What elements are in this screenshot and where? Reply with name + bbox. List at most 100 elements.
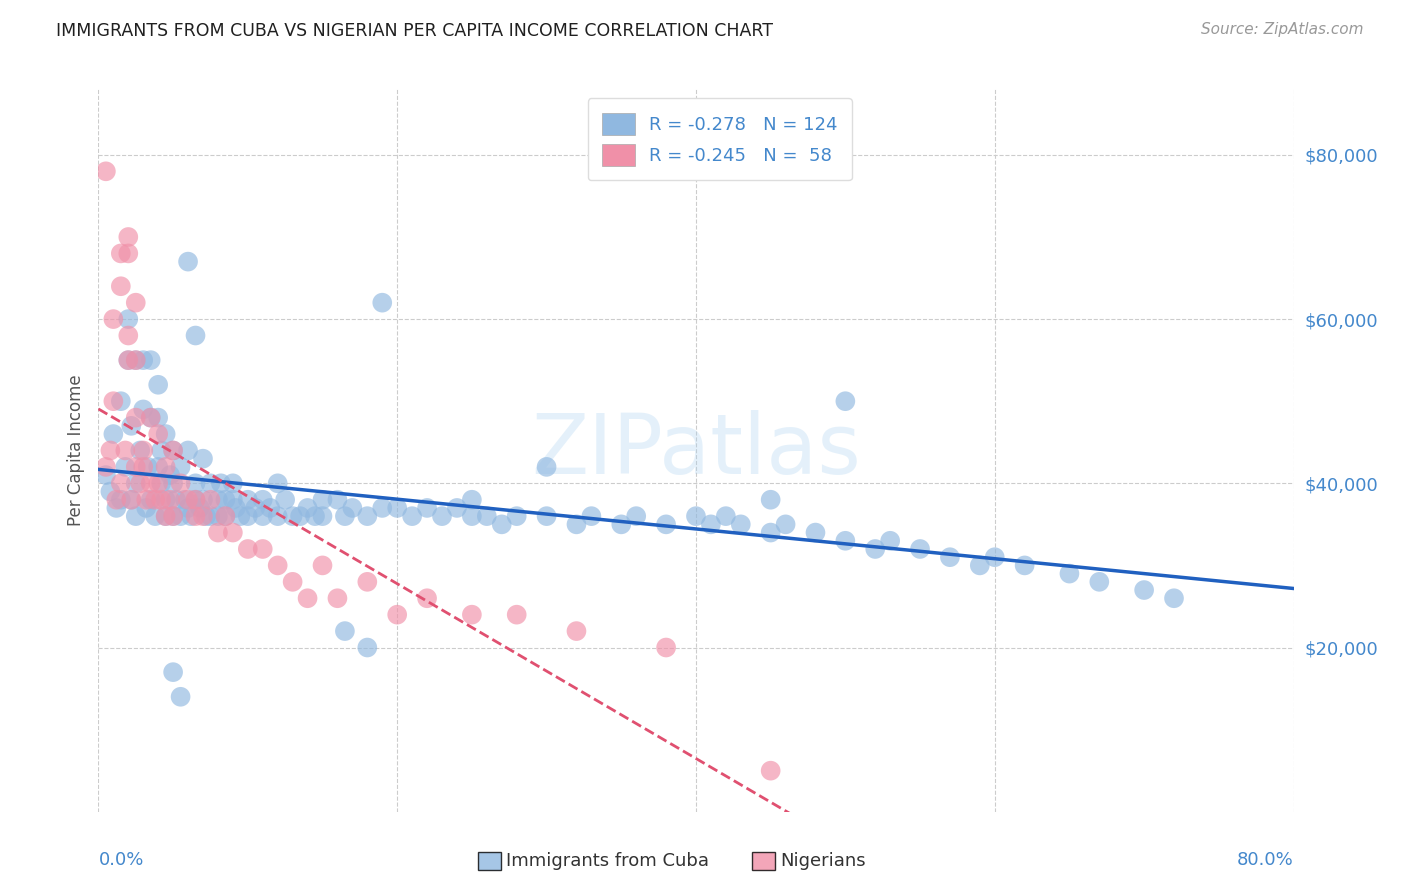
Point	[207, 525, 229, 540]
Point	[222, 476, 245, 491]
Point	[685, 509, 707, 524]
Point	[148, 459, 170, 474]
Point	[136, 459, 159, 474]
Point	[98, 443, 122, 458]
Point	[110, 279, 132, 293]
Point	[222, 492, 245, 507]
Point	[155, 427, 177, 442]
Point	[326, 591, 349, 606]
Point	[252, 509, 274, 524]
Point	[200, 509, 222, 524]
Point	[155, 492, 177, 507]
Text: Immigrants from Cuba: Immigrants from Cuba	[506, 852, 709, 870]
Point	[125, 353, 148, 368]
Point	[162, 443, 184, 458]
Point	[155, 459, 177, 474]
Point	[565, 517, 588, 532]
Point	[371, 295, 394, 310]
Point	[191, 451, 214, 466]
Point	[1014, 558, 1036, 573]
Point	[1133, 582, 1156, 597]
Point	[159, 492, 181, 507]
Point	[461, 509, 484, 524]
Text: IMMIGRANTS FROM CUBA VS NIGERIAN PER CAPITA INCOME CORRELATION CHART: IMMIGRANTS FROM CUBA VS NIGERIAN PER CAP…	[56, 22, 773, 40]
Point	[169, 509, 191, 524]
Point	[125, 353, 148, 368]
Point	[475, 509, 498, 524]
Point	[371, 500, 394, 515]
Point	[159, 468, 181, 483]
Point	[342, 500, 364, 515]
Point	[401, 509, 423, 524]
Point	[191, 492, 214, 507]
Point	[162, 509, 184, 524]
Point	[150, 492, 173, 507]
Point	[229, 509, 252, 524]
Point	[333, 624, 356, 639]
Point	[132, 353, 155, 368]
Point	[655, 640, 678, 655]
Point	[581, 509, 603, 524]
Text: Nigerians: Nigerians	[780, 852, 866, 870]
Text: 0.0%: 0.0%	[98, 851, 143, 869]
Text: ZIPatlas: ZIPatlas	[531, 410, 860, 491]
Point	[177, 254, 200, 268]
Text: Source: ZipAtlas.com: Source: ZipAtlas.com	[1201, 22, 1364, 37]
Point	[1059, 566, 1081, 581]
Point	[150, 476, 173, 491]
Point	[105, 500, 128, 515]
Point	[132, 459, 155, 474]
Point	[274, 492, 297, 507]
Point	[132, 402, 155, 417]
Point	[184, 509, 207, 524]
Point	[252, 541, 274, 556]
Point	[416, 591, 439, 606]
Point	[200, 492, 222, 507]
Point	[207, 509, 229, 524]
Text: 80.0%: 80.0%	[1237, 851, 1294, 869]
Point	[148, 476, 170, 491]
Point	[162, 509, 184, 524]
Point	[939, 550, 962, 565]
Point	[700, 517, 723, 532]
Point	[385, 607, 409, 622]
Point	[506, 509, 529, 524]
Point	[865, 541, 887, 556]
Point	[506, 607, 529, 622]
Point	[103, 427, 125, 442]
Point	[162, 443, 184, 458]
Point	[759, 764, 782, 778]
Point	[125, 410, 148, 425]
Point	[117, 353, 139, 368]
Point	[236, 541, 259, 556]
Point	[222, 525, 245, 540]
Point	[135, 492, 157, 507]
Point	[177, 443, 200, 458]
Point	[143, 492, 166, 507]
Point	[155, 509, 177, 524]
Point	[143, 509, 166, 524]
Point	[188, 500, 211, 515]
Point	[110, 492, 132, 507]
Point	[110, 394, 132, 409]
Point	[184, 328, 207, 343]
Point	[120, 492, 142, 507]
Point	[969, 558, 991, 573]
Point	[214, 509, 236, 524]
Point	[730, 517, 752, 532]
Legend: R = -0.278   N = 124, R = -0.245   N =  58: R = -0.278 N = 124, R = -0.245 N = 58	[588, 98, 852, 180]
Point	[117, 353, 139, 368]
Point	[1088, 574, 1111, 589]
Point	[105, 492, 128, 507]
Point	[177, 500, 200, 515]
Point	[103, 312, 125, 326]
Point	[139, 410, 162, 425]
Point	[879, 533, 901, 548]
Point	[177, 492, 200, 507]
Point	[304, 509, 326, 524]
Point	[195, 509, 218, 524]
Point	[259, 500, 281, 515]
Point	[191, 509, 214, 524]
Point	[117, 312, 139, 326]
Point	[110, 246, 132, 260]
